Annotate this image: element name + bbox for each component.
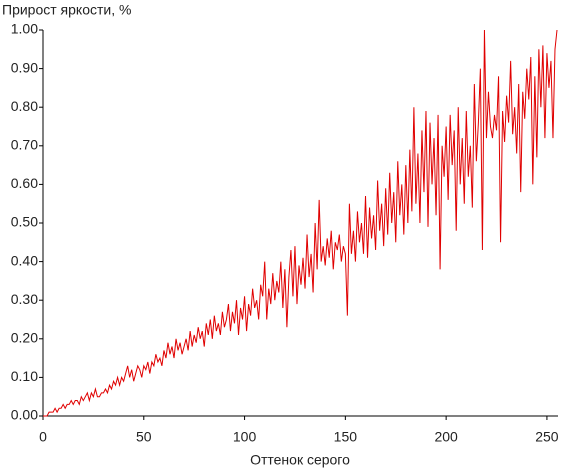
x-tick-label: 100 <box>233 429 257 445</box>
y-tick-label: 0.40 <box>11 252 38 268</box>
y-tick-label: 0.20 <box>11 330 38 346</box>
x-tick-label: 150 <box>334 429 358 445</box>
x-tick-label: 200 <box>434 429 458 445</box>
x-tick-label: 0 <box>39 429 47 445</box>
y-tick-label: 0.70 <box>11 137 38 153</box>
y-tick-label: 0.30 <box>11 291 38 307</box>
y-tick-label: 0.60 <box>11 175 38 191</box>
y-tick-label: 0.80 <box>11 98 38 114</box>
y-tick-label: 0.10 <box>11 368 38 384</box>
x-tick-label: 250 <box>535 429 559 445</box>
data-line <box>43 29 558 417</box>
y-tick-label: 0.50 <box>11 214 38 230</box>
y-tick-label: 1.00 <box>11 21 38 37</box>
x-axis-label: Оттенок серого <box>250 452 350 468</box>
y-tick-label: 0.90 <box>11 59 38 75</box>
chart-title: Прирост яркости, % <box>2 2 131 18</box>
y-tick-label: 0.00 <box>11 407 38 423</box>
x-tick-label: 50 <box>136 429 152 445</box>
